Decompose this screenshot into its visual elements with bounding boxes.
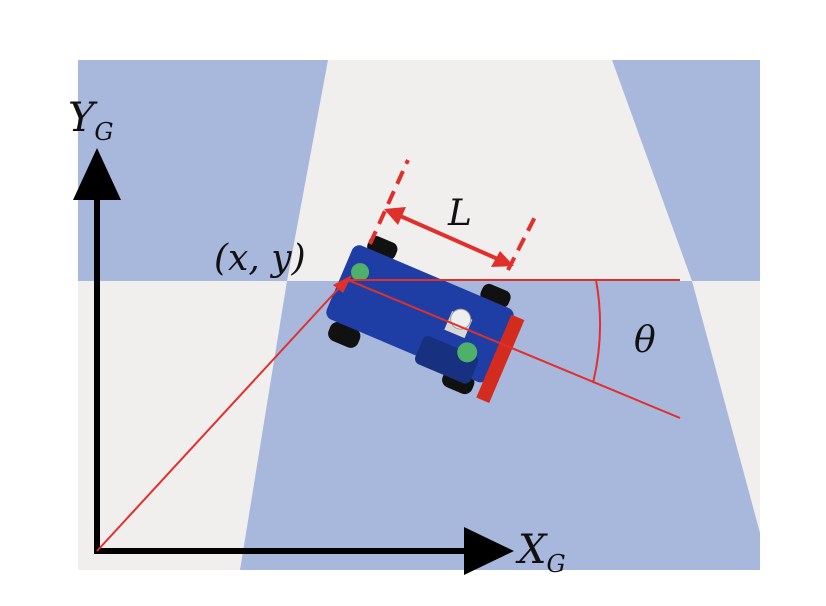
wheelbase-dimension: [397, 213, 501, 262]
labels: YG XG (x, y) L θ: [68, 95, 656, 578]
y-axis-arrowhead: [73, 148, 121, 200]
sensor-right: [457, 342, 478, 363]
heading-angle-label: θ: [634, 320, 656, 361]
vehicle-body-lower: [415, 336, 479, 384]
wheelbase-arrowhead-front: [491, 251, 514, 267]
wheelbase-arrowhead-rear: [384, 207, 406, 225]
y-axis-label: YG: [68, 95, 114, 146]
wheelbase-label: L: [447, 193, 472, 234]
annotations: [96, 159, 681, 552]
position-vector-arrowhead: [333, 275, 352, 293]
sensor-left: [351, 263, 370, 282]
heading-angle-arc: [592, 279, 601, 384]
rear-axle-marker: [368, 159, 410, 245]
position-label: (x, y): [214, 238, 306, 279]
global-axes: [73, 148, 514, 575]
position-vector: [96, 286, 341, 552]
heading-line: [347, 279, 681, 419]
floor-background: [78, 60, 760, 570]
floor-white-bottom-right: [692, 281, 760, 570]
floor-white-top: [287, 60, 692, 281]
x-axis-arrowhead: [464, 527, 514, 575]
front-bumper: [476, 314, 525, 403]
front-axle-marker: [506, 212, 539, 271]
floor-white-bottom-left: [78, 281, 287, 570]
x-axis-label: XG: [515, 527, 566, 578]
